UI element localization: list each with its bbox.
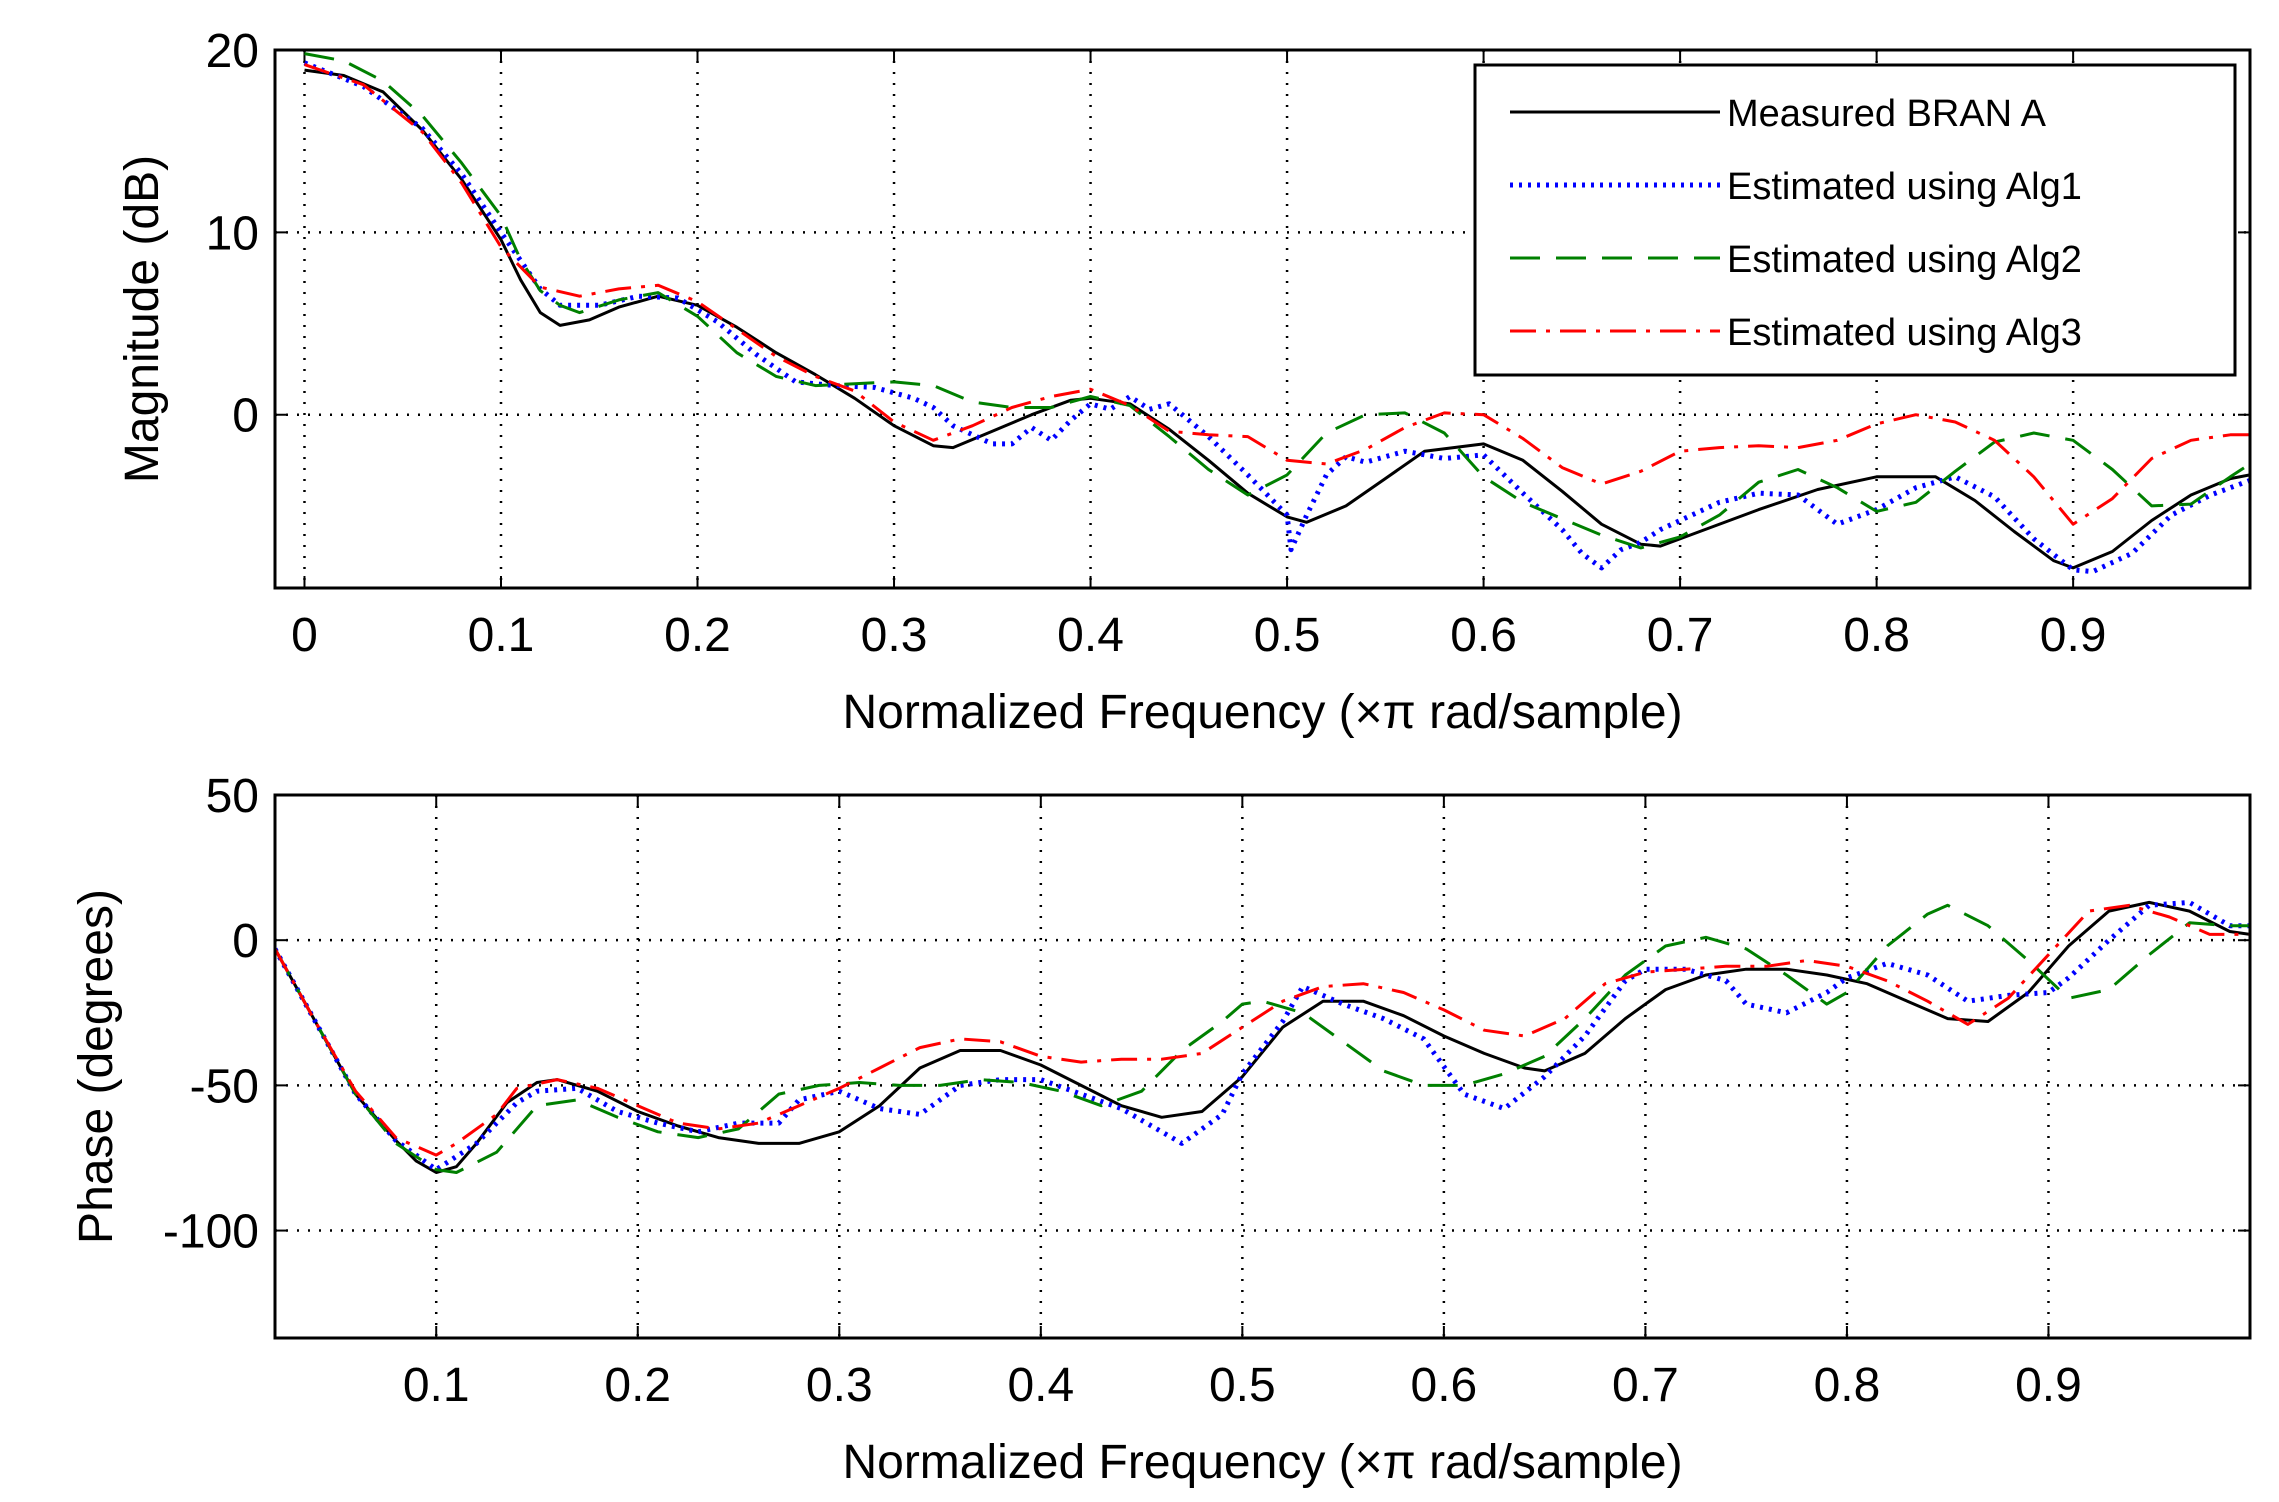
plot-area <box>275 795 2250 1338</box>
x-tick-label: 0.1 <box>403 1359 470 1412</box>
series-line-estimated-using-alg1 <box>275 899 2250 1173</box>
y-tick-label: 10 <box>206 207 259 260</box>
x-tick-label: 0 <box>291 609 318 662</box>
series-line-estimated-using-alg3 <box>275 903 2250 1157</box>
x-tick-label: 0.2 <box>604 1359 671 1412</box>
series-line-estimated-using-alg1 <box>303 60 2250 575</box>
x-tick-label: 0.8 <box>1843 609 1910 662</box>
y-tick-label: -100 <box>163 1206 259 1259</box>
magnitude-plot: 0 0.1 0.2 0.3 0.4 0.5 0.6 0.7 0.8 0.9 0 10 20 Normali… <box>116 25 2252 739</box>
x-tick-label: 0.1 <box>468 609 535 662</box>
x-tick-label: 0.5 <box>1209 1359 1276 1412</box>
x-tick-label: 0.4 <box>1057 609 1124 662</box>
legend-label-3: Estimated using Alg3 <box>1727 312 2082 354</box>
x-tick-label: 0.7 <box>1647 609 1714 662</box>
x-tick-label: 0.9 <box>2015 1359 2082 1412</box>
series-line-estimated-using-alg2 <box>275 903 2250 1174</box>
y-tick-label: 50 <box>206 770 259 823</box>
y-tick-label: 20 <box>206 25 259 78</box>
axes-frame <box>273 793 2252 1340</box>
x-tick-label: 0.3 <box>861 609 928 662</box>
legend-label-1: Estimated using Alg1 <box>1727 166 2082 208</box>
axes-frame <box>273 48 2252 590</box>
x-tick-label: 0.4 <box>1007 1359 1074 1412</box>
x-tick-label: 0.3 <box>806 1359 873 1412</box>
x-tick-label: 0.8 <box>1814 1359 1881 1412</box>
series-line-measured-bran-a <box>275 900 2250 1174</box>
series-line-measured-bran-a <box>304 68 2250 570</box>
phase-plot: 0.1 0.2 0.3 0.4 0.5 0.6 0.7 0.8 0.9 -100 -50 0 50 Nor… <box>70 770 2252 1489</box>
series-line-estimated-using-alg2 <box>304 52 2250 550</box>
x-tick-label: 0.9 <box>2040 609 2107 662</box>
legend-label-2: Estimated using Alg2 <box>1727 239 2082 281</box>
x-tick-label: 0.5 <box>1254 609 1321 662</box>
x-tick-label: 0.7 <box>1612 1359 1679 1412</box>
y-axis-label: Magnitude (dB) <box>116 155 169 483</box>
x-axis-label: Normalized Frequency (×π rad/sample) <box>842 686 1682 739</box>
legend <box>1473 63 2237 377</box>
x-axis-label: Normalized Frequency (×π rad/sample) <box>842 1436 1682 1489</box>
x-tick-label: 0.6 <box>1411 1359 1478 1412</box>
y-tick-label: -50 <box>190 1060 259 1113</box>
y-tick-label: 0 <box>232 390 259 443</box>
x-tick-label: 0.6 <box>1450 609 1517 662</box>
series-line-estimated-using-alg3 <box>304 63 2250 526</box>
legend-label-0: Measured BRAN A <box>1727 93 2047 135</box>
y-axis-label: Phase (degrees) <box>70 889 123 1244</box>
x-tick-label: 0.2 <box>664 609 731 662</box>
y-tick-label: 0 <box>232 915 259 968</box>
